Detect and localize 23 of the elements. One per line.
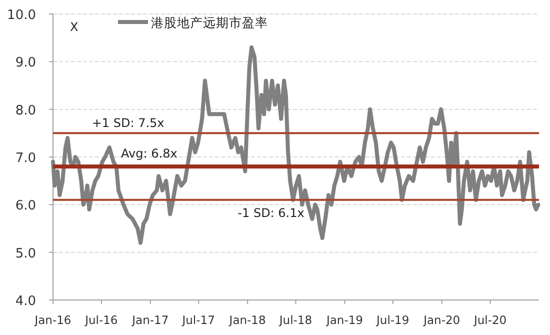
line-series <box>51 45 540 245</box>
y-tick-label: 8.0 <box>15 103 36 118</box>
x-tick-label: Jul-20 <box>472 313 507 327</box>
x-tick-label: Jan-17 <box>131 313 169 327</box>
x-tick-label: Jul-16 <box>84 313 118 327</box>
legend-label: 港股地产远期市盈率 <box>151 15 268 30</box>
y-axis-title: X <box>70 20 78 34</box>
x-tick-label: Jan-20 <box>422 313 460 327</box>
ref-line-label: -1 SD: 6.1x <box>238 206 304 220</box>
y-tick-label: 10.0 <box>7 8 36 23</box>
y-tick-label: 5.0 <box>15 246 36 262</box>
y-tick-label: 9.0 <box>15 56 36 71</box>
x-tick-label: Jul-19 <box>376 313 410 327</box>
x-tick-label: Jan-16 <box>34 313 72 327</box>
x-tick-label: Jul-18 <box>278 313 312 327</box>
ref-line-label: +1 SD: 7.5x <box>92 116 164 130</box>
ref-line-label: Avg: 6.8x <box>121 146 178 161</box>
x-tick-label: Jan-19 <box>325 313 363 327</box>
y-tick-label: 6.0 <box>15 198 36 214</box>
x-tick-label: Jul-17 <box>181 313 215 327</box>
y-tick-label: 7.0 <box>15 151 36 166</box>
y-tick-label: 4.0 <box>15 294 36 309</box>
x-tick-label: Jan-18 <box>228 313 266 327</box>
